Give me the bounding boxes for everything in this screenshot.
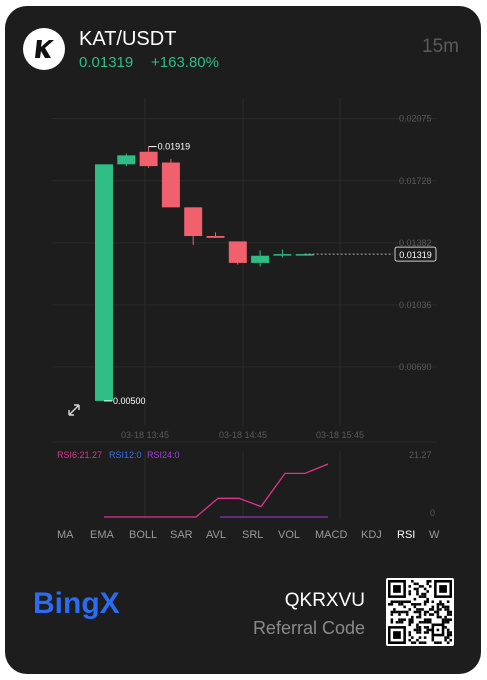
candle-body bbox=[95, 164, 113, 401]
last-price-tag: 0.01319 bbox=[394, 246, 437, 262]
rsi-legend-label: RSI24:0 bbox=[147, 450, 180, 460]
tab-macd[interactable]: MACD bbox=[315, 529, 348, 541]
token-logo-icon bbox=[23, 28, 65, 70]
price-tick-label: 0.01036 bbox=[399, 300, 432, 310]
time-tick-label: 03-18 15:45 bbox=[316, 430, 364, 440]
candle bbox=[206, 232, 225, 238]
candle-body bbox=[273, 254, 292, 256]
candle-body bbox=[206, 236, 225, 238]
rsi-axis-label: 0 bbox=[430, 508, 435, 518]
rsi-axis-label: 21.27 bbox=[409, 450, 432, 460]
rsi6-line bbox=[104, 463, 329, 518]
chart-grid bbox=[52, 98, 437, 519]
tab-rsi[interactable]: RSI bbox=[397, 529, 416, 541]
candle-body bbox=[184, 207, 203, 237]
tab-w[interactable]: W bbox=[429, 529, 440, 541]
candle bbox=[139, 146, 158, 168]
tab-boll[interactable]: BOLL bbox=[129, 529, 158, 541]
tab-ma[interactable]: MA bbox=[57, 529, 74, 541]
candle bbox=[184, 207, 203, 245]
tab-avl[interactable]: AVL bbox=[206, 529, 226, 541]
low-price-label: 0.00500 bbox=[113, 396, 146, 406]
price-tick-label: 0.01382 bbox=[399, 238, 432, 248]
rsi-legend-label: RSI12:0 bbox=[109, 450, 142, 460]
price-change: +163.80% bbox=[151, 54, 219, 71]
price-tick-label: 0.01728 bbox=[399, 176, 432, 186]
referral-code-label: Referral Code bbox=[252, 618, 365, 638]
candle bbox=[228, 241, 247, 265]
last-price-label: 0.01319 bbox=[399, 250, 432, 260]
referral-code: QKRXVU bbox=[284, 590, 365, 611]
candle-body bbox=[228, 241, 247, 263]
candle-body bbox=[161, 162, 180, 208]
candlestick-chart: 0.02075 0.01728 0.01382 0.01036 0.00690 03-18… bbox=[52, 98, 437, 519]
price-tick-label: 0.00690 bbox=[399, 362, 432, 372]
indicator-tabs: MA EMA BOLL SAR AVL SRL VOL MACD KDJ RSI W bbox=[5, 526, 481, 546]
tab-vol[interactable]: VOL bbox=[278, 529, 301, 541]
tab-kdj[interactable]: KDJ bbox=[361, 529, 382, 541]
candle-body bbox=[251, 255, 270, 263]
candle-body bbox=[117, 155, 136, 165]
candle bbox=[251, 250, 270, 267]
rsi-legend-label: RSI6:21.27 bbox=[57, 450, 102, 460]
candle bbox=[295, 254, 314, 256]
candle bbox=[95, 164, 113, 401]
svg-text:BingX: BingX bbox=[33, 587, 120, 620]
candle-body bbox=[295, 254, 314, 256]
share-card: KAT/USDT 0.01319 +163.80% 15m 0.02075 0.0… bbox=[5, 6, 481, 674]
last-price-box bbox=[394, 246, 437, 262]
time-tick-label: 03-18 14:45 bbox=[219, 430, 267, 440]
tab-ema[interactable]: EMA bbox=[90, 529, 114, 541]
tab-srl[interactable]: SRL bbox=[242, 529, 264, 541]
tab-sar[interactable]: SAR bbox=[170, 529, 193, 541]
bingx-logo: BingX bbox=[33, 586, 153, 625]
interval-label: 15m bbox=[422, 36, 459, 57]
pair-title: KAT/USDT bbox=[79, 28, 177, 50]
price-tick-label: 0.02075 bbox=[399, 114, 432, 124]
candle bbox=[161, 158, 180, 208]
candle bbox=[117, 153, 136, 167]
candle bbox=[273, 249, 292, 258]
expand-icon[interactable] bbox=[68, 404, 80, 416]
qr-code-icon bbox=[386, 578, 454, 646]
high-price-label: 0.01919 bbox=[158, 142, 191, 152]
time-tick-label: 03-18 13:45 bbox=[121, 430, 169, 440]
candle-body bbox=[139, 151, 158, 167]
last-price: 0.01319 bbox=[79, 54, 134, 71]
